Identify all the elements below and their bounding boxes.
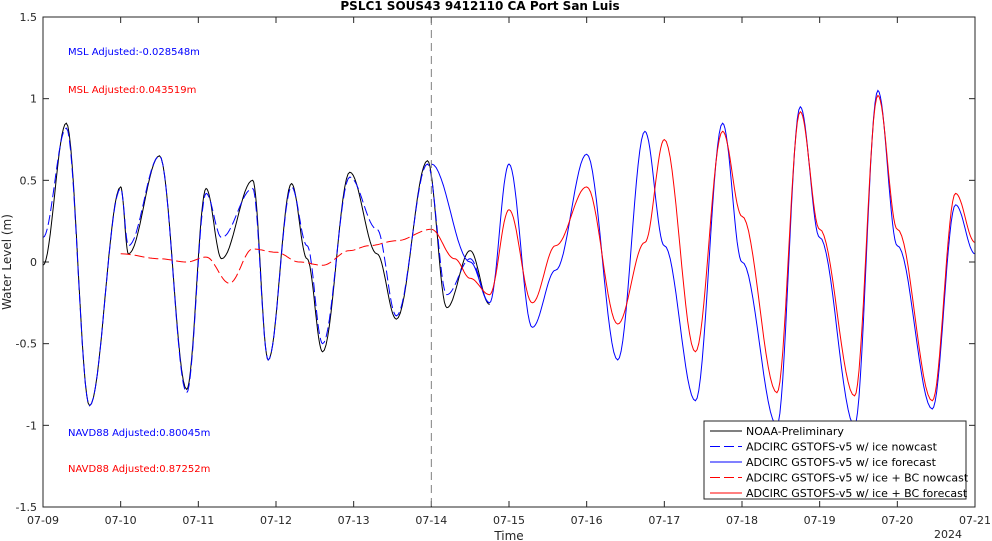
x-tick-label: 07-17 xyxy=(648,514,680,527)
x-tick-label: 07-10 xyxy=(105,514,137,527)
msl-adjusted-red: MSL Adjusted:0.043519m xyxy=(68,85,196,96)
x-tick-label: 07-15 xyxy=(493,514,525,527)
legend-label-2: ADCIRC GSTOFS-v5 w/ ice nowcast xyxy=(746,441,938,454)
chart-title: PSLC1 SOUS43 9412110 CA Port San Luis xyxy=(340,0,619,13)
legend: NOAA-Preliminary ADCIRC GSTOFS-v5 w/ ice … xyxy=(703,420,969,500)
x-tick-label: 07-12 xyxy=(260,514,292,527)
legend-label-3: ADCIRC GSTOFS-v5 w/ ice forecast xyxy=(746,456,937,469)
navd88-adjusted-red: NAVD88 Adjusted:0.87252m xyxy=(68,464,210,475)
x-tick-label: 07-14 xyxy=(415,514,447,527)
x-tick-label: 07-19 xyxy=(804,514,836,527)
legend-label-1: NOAA-Preliminary xyxy=(746,425,844,438)
legend-label-5: ADCIRC GSTOFS-v5 w/ ice + BC forecast xyxy=(746,487,968,500)
x-tick-label: 07-09 xyxy=(27,514,59,527)
series-line-2 xyxy=(42,127,490,407)
y-tick-label: -0.5 xyxy=(16,338,37,351)
x-tick-label: 07-20 xyxy=(881,514,913,527)
series-line-3 xyxy=(431,89,976,427)
y-axis-title: Water Level (m) xyxy=(0,214,14,310)
msl-adjusted-blue: MSL Adjusted:-0.028548m xyxy=(68,47,200,58)
series-line-1 xyxy=(42,122,490,407)
x-tick-label: 07-21 xyxy=(959,514,991,527)
y-tick-label: 0 xyxy=(30,256,37,269)
y-tick-label: 1 xyxy=(30,93,37,106)
series-line-5 xyxy=(431,94,976,402)
x-axis-title: Time xyxy=(493,529,523,541)
year-label: 2024 xyxy=(934,528,962,541)
x-tick-label: 07-16 xyxy=(571,514,603,527)
plot-frame xyxy=(42,16,976,508)
y-tick-label: 0.5 xyxy=(20,174,38,187)
legend-label-4: ADCIRC GSTOFS-v5 w/ ice + BC nowcast xyxy=(746,472,969,485)
legend-box xyxy=(703,420,967,500)
y-tick-label: -1 xyxy=(26,419,37,432)
series-line-4 xyxy=(120,228,432,284)
y-tick-label: -1.5 xyxy=(16,501,37,514)
y-tick-label: 1.5 xyxy=(20,11,38,24)
navd88-adjusted-blue: NAVD88 Adjusted:0.80045m xyxy=(68,428,210,439)
x-tick-label: 07-13 xyxy=(338,514,370,527)
x-tick-label: 07-11 xyxy=(182,514,214,527)
x-tick-label: 07-18 xyxy=(726,514,758,527)
